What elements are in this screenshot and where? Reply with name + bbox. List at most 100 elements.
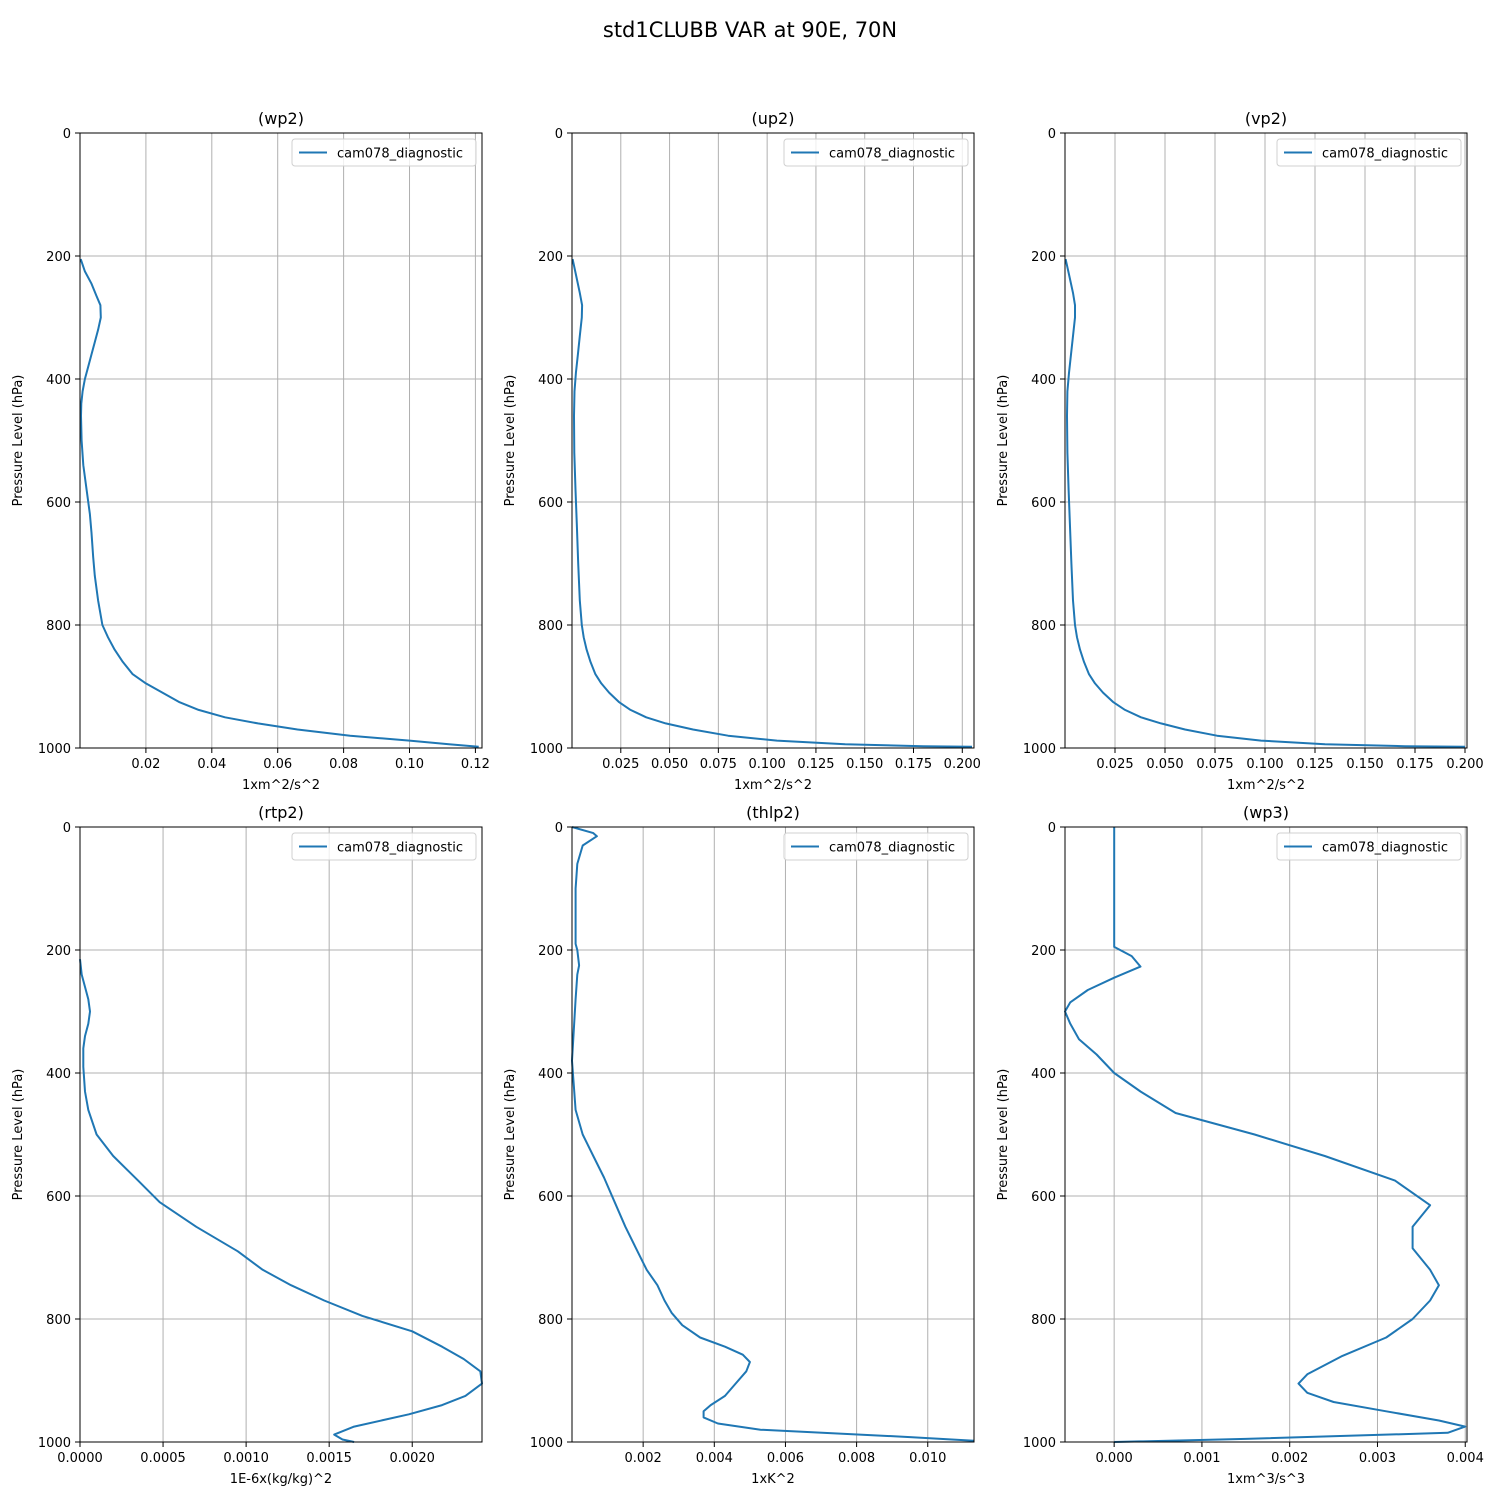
legend-label: cam078_diagnostic bbox=[1322, 841, 1448, 856]
series-line bbox=[1064, 258, 1466, 748]
x-tick-label: 0.025 bbox=[1096, 757, 1133, 772]
y-tick-label: 600 bbox=[46, 496, 71, 511]
legend-box bbox=[1276, 138, 1462, 167]
legend-label: cam078_diagnostic bbox=[337, 841, 463, 856]
axes-frame bbox=[571, 826, 975, 1443]
subplot: 0.000 0.001 0.002 0.003 0.004 0 200 400 600 800 10… bbox=[996, 803, 1484, 1487]
y-axis-label: Pressure Level (hPa) bbox=[503, 375, 518, 507]
y-tick-label: 0 bbox=[1048, 821, 1056, 836]
subplot: 0.025 0.050 0.075 0.100 0.125 0.150 0.175 0.200… bbox=[996, 109, 1484, 793]
y-tick-label: 200 bbox=[1031, 944, 1056, 959]
y-tick-label: 200 bbox=[538, 250, 563, 265]
subplot: 0.002 0.004 0.006 0.008 0.010 0 200 400 600 800 10… bbox=[503, 803, 975, 1487]
x-tick-label: 0.12 bbox=[461, 757, 490, 772]
x-tick-label: 0.001 bbox=[1183, 1451, 1220, 1466]
subplot-title: (rtp2) bbox=[258, 803, 304, 822]
x-axis-label: 1xm^2/s^2 bbox=[242, 778, 320, 793]
legend-label: cam078_diagnostic bbox=[337, 147, 463, 162]
subplot-title: (vp2) bbox=[1245, 109, 1287, 128]
y-tick-label: 800 bbox=[1031, 1313, 1056, 1328]
x-tick-label: 0.003 bbox=[1359, 1451, 1396, 1466]
x-tick-label: 0.200 bbox=[944, 757, 981, 772]
x-tick-label: 0.100 bbox=[1246, 757, 1283, 772]
x-tick-label: 0.04 bbox=[197, 757, 226, 772]
legend: cam078_diagnostic bbox=[291, 832, 477, 861]
y-tick-label: 800 bbox=[538, 1313, 563, 1328]
y-tick-label: 800 bbox=[46, 1313, 71, 1328]
x-tick-label: 0.0010 bbox=[223, 1451, 269, 1466]
x-tick-label: 0.0015 bbox=[306, 1451, 352, 1466]
x-tick-label: 0.050 bbox=[651, 757, 688, 772]
x-tick-label: 0.050 bbox=[1146, 757, 1183, 772]
x-tick-label: 0.200 bbox=[1446, 757, 1483, 772]
y-tick-label: 1000 bbox=[530, 742, 563, 757]
axes-frame bbox=[571, 132, 975, 749]
series-line bbox=[79, 959, 483, 1443]
subplot: 0.02 0.04 0.06 0.08 0.10 0.12 0 200 400 600 800 100… bbox=[11, 109, 490, 793]
y-tick-label: 600 bbox=[538, 1190, 563, 1205]
x-tick-label: 0.06 bbox=[263, 757, 292, 772]
legend-box bbox=[291, 832, 477, 861]
y-tick-label: 400 bbox=[46, 373, 71, 388]
plot-area bbox=[80, 827, 482, 1442]
subplot: 0.025 0.050 0.075 0.100 0.125 0.150 0.175 0.200… bbox=[503, 109, 981, 793]
x-tick-label: 0.175 bbox=[1396, 757, 1433, 772]
x-tick-label: 0.02 bbox=[131, 757, 160, 772]
legend-label: cam078_diagnostic bbox=[1322, 147, 1448, 162]
y-tick-label: 800 bbox=[1031, 619, 1056, 634]
subplot-title: (wp3) bbox=[1243, 803, 1289, 822]
y-tick-label: 200 bbox=[1031, 250, 1056, 265]
y-axis-label: Pressure Level (hPa) bbox=[11, 1069, 26, 1201]
y-tick-label: 600 bbox=[1031, 496, 1056, 511]
x-tick-label: 0.150 bbox=[846, 757, 883, 772]
series-line bbox=[79, 258, 479, 748]
x-tick-label: 0.0000 bbox=[57, 1451, 103, 1466]
figure-title: std1CLUBB VAR at 90E, 70N bbox=[603, 18, 897, 42]
legend: cam078_diagnostic bbox=[1276, 832, 1462, 861]
legend-label: cam078_diagnostic bbox=[829, 147, 955, 162]
x-tick-label: 0.175 bbox=[895, 757, 932, 772]
y-axis-label: Pressure Level (hPa) bbox=[996, 375, 1011, 507]
y-tick-label: 400 bbox=[1031, 373, 1056, 388]
x-tick-label: 0.10 bbox=[395, 757, 424, 772]
series-line bbox=[1064, 827, 1467, 1443]
y-tick-label: 600 bbox=[538, 496, 563, 511]
x-tick-label: 0.004 bbox=[696, 1451, 733, 1466]
x-axis-label: 1xm^2/s^2 bbox=[1227, 778, 1305, 793]
subplot-grid: 0.02 0.04 0.06 0.08 0.10 0.12 0 200 400 600 800 100… bbox=[11, 109, 1484, 1487]
x-tick-label: 0.004 bbox=[1447, 1451, 1484, 1466]
y-tick-label: 0 bbox=[1048, 127, 1056, 142]
y-tick-label: 1000 bbox=[38, 1436, 71, 1451]
x-tick-label: 0.0005 bbox=[140, 1451, 186, 1466]
plot-area bbox=[572, 133, 974, 748]
axes-frame bbox=[1064, 132, 1468, 749]
x-tick-label: 0.100 bbox=[749, 757, 786, 772]
x-axis-label: 1xK^2 bbox=[751, 1472, 795, 1487]
axes-frame bbox=[79, 132, 483, 749]
x-tick-label: 0.006 bbox=[767, 1451, 804, 1466]
y-tick-label: 0 bbox=[555, 821, 563, 836]
series-line bbox=[571, 826, 975, 1442]
plot-area bbox=[1065, 827, 1467, 1442]
y-tick-label: 0 bbox=[63, 821, 71, 836]
x-tick-label: 0.002 bbox=[1271, 1451, 1308, 1466]
x-tick-label: 0.08 bbox=[329, 757, 358, 772]
legend-box bbox=[1276, 832, 1462, 861]
y-tick-label: 200 bbox=[538, 944, 563, 959]
y-axis-label: Pressure Level (hPa) bbox=[996, 1069, 1011, 1201]
legend: cam078_diagnostic bbox=[1276, 138, 1462, 167]
y-tick-label: 0 bbox=[555, 127, 563, 142]
y-tick-label: 1000 bbox=[530, 1436, 563, 1451]
y-tick-label: 800 bbox=[46, 619, 71, 634]
y-tick-label: 200 bbox=[46, 250, 71, 265]
y-tick-label: 400 bbox=[1031, 1067, 1056, 1082]
y-tick-label: 1000 bbox=[1023, 742, 1056, 757]
x-axis-label: 1xm^2/s^2 bbox=[734, 778, 812, 793]
subplot-title: (wp2) bbox=[258, 109, 304, 128]
x-tick-label: 0.000 bbox=[1096, 1451, 1133, 1466]
y-tick-label: 800 bbox=[538, 619, 563, 634]
x-tick-label: 0.075 bbox=[700, 757, 737, 772]
y-tick-label: 400 bbox=[538, 373, 563, 388]
legend-label: cam078_diagnostic bbox=[829, 841, 955, 856]
